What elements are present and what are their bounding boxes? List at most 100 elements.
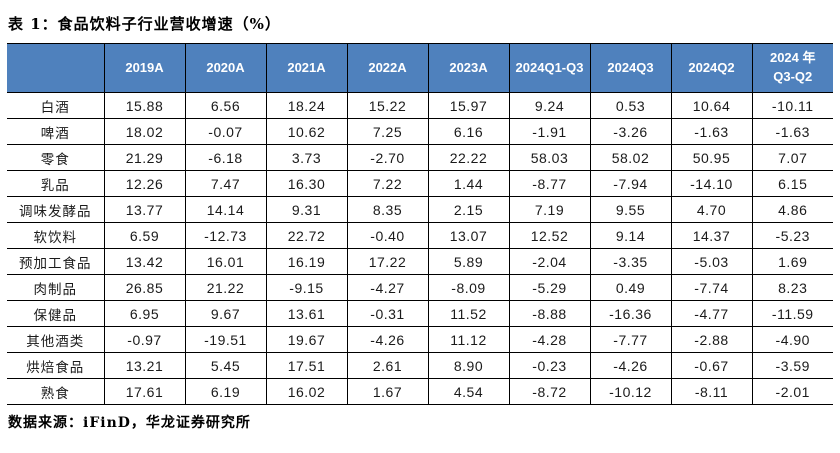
table-cell: 7.25 [346,118,429,145]
table-row: 白酒 15.88 6.56 18.24 15.22 15.97 9.24 0.5… [7,92,833,119]
table-cell: 2.15 [427,196,510,223]
table-cell: -2.01 [751,378,833,405]
table-cell: 18.24 [265,92,348,119]
column-header-2024q2: 2024Q2 [670,43,753,93]
table-row: 保健品 6.95 9.67 13.61 -0.31 11.52 -8.88 -1… [7,300,833,327]
table-cell: -4.26 [589,352,672,379]
table-row: 其他酒类 -0.97 -19.51 19.67 -4.26 11.12 -4.2… [7,326,833,353]
table-cell: 15.97 [427,92,510,119]
table-cell: 18.02 [103,118,186,145]
table-cell: -8.72 [508,378,591,405]
table-cell: -2.88 [670,326,753,353]
table-cell: -3.59 [751,352,833,379]
table-cell: 15.22 [346,92,429,119]
table-cell: -7.94 [589,170,672,197]
table-cell: -2.70 [346,144,429,171]
table-cell: 6.56 [184,92,267,119]
table-cell: 4.70 [670,196,753,223]
table-cell: 17.22 [346,248,429,275]
column-header-blank [7,43,105,93]
table-cell: 4.54 [427,378,510,405]
table-header: 2019A 2020A 2021A 2022A 2023A 2024Q1-Q3 … [7,43,833,93]
column-header-2020a: 2020A [184,43,267,93]
row-label: 肉制品 [7,274,105,301]
column-header-2024q3: 2024Q3 [589,43,672,93]
table-cell: 13.42 [103,248,186,275]
table-row: 零食 21.29 -6.18 3.73 -2.70 22.22 58.03 58… [7,144,833,171]
column-header-2024-q3-q2: 2024 年 Q3-Q2 [751,43,833,93]
table-cell: 17.51 [265,352,348,379]
table-cell: 5.45 [184,352,267,379]
table-cell: -9.15 [265,274,348,301]
table-cell: 58.02 [589,144,672,171]
table-cell: -1.63 [670,118,753,145]
table-cell: 13.61 [265,300,348,327]
table-cell: -10.11 [751,92,833,119]
row-label: 啤酒 [7,118,105,145]
table-cell: 9.67 [184,300,267,327]
table-cell: -19.51 [184,326,267,353]
table-cell: -4.27 [346,274,429,301]
table-cell: 16.30 [265,170,348,197]
table-cell: -8.88 [508,300,591,327]
table-cell: -10.12 [589,378,672,405]
row-label: 乳品 [7,170,105,197]
row-label: 保健品 [7,300,105,327]
row-label: 熟食 [7,378,105,405]
table-cell: 16.19 [265,248,348,275]
table-row: 预加工食品 13.42 16.01 16.19 17.22 5.89 -2.04… [7,248,833,275]
table-cell: 6.16 [427,118,510,145]
table-row: 软饮料 6.59 -12.73 22.72 -0.40 13.07 12.52 … [7,222,833,249]
column-header-2024q1-q3: 2024Q1-Q3 [508,43,591,93]
table-cell: 9.14 [589,222,672,249]
column-header-2021a: 2021A [265,43,348,93]
row-label: 软饮料 [7,222,105,249]
table-cell: -7.77 [589,326,672,353]
table-row: 调味发酵品 13.77 14.14 9.31 8.35 2.15 7.19 9.… [7,196,833,223]
table-cell: 8.35 [346,196,429,223]
table-cell: -0.67 [670,352,753,379]
table-cell: 13.77 [103,196,186,223]
table-cell: 8.23 [751,274,833,301]
data-source-note: 数据来源：iFinD，华龙证券研究所 [8,415,251,431]
table-cell: 17.61 [103,378,186,405]
table-cell: -0.31 [346,300,429,327]
table-row: 烘焙食品 13.21 5.45 17.51 2.61 8.90 -0.23 -4… [7,352,833,379]
table-cell: 11.12 [427,326,510,353]
table-cell: 14.37 [670,222,753,249]
table-cell: -3.26 [589,118,672,145]
table-cell: 5.89 [427,248,510,275]
table-cell: 0.53 [589,92,672,119]
table-cell: -1.63 [751,118,833,145]
table-cell: -8.11 [670,378,753,405]
table-cell: -4.90 [751,326,833,353]
table-cell: -4.28 [508,326,591,353]
table-cell: -2.04 [508,248,591,275]
table-cell: 6.59 [103,222,186,249]
row-label: 调味发酵品 [7,196,105,223]
table-cell: -3.35 [589,248,672,275]
table-cell: 50.95 [670,144,753,171]
table-cell: -0.40 [346,222,429,249]
table-cell: -12.73 [184,222,267,249]
table-cell: -6.18 [184,144,267,171]
table-cell: -8.77 [508,170,591,197]
table-cell: 15.88 [103,92,186,119]
table-cell: 14.14 [184,196,267,223]
table-cell: 0.49 [589,274,672,301]
table-cell: 1.44 [427,170,510,197]
table-cell: 1.69 [751,248,833,275]
table-cell: 1.67 [346,378,429,405]
table-cell: 19.67 [265,326,348,353]
table-body: 白酒 15.88 6.56 18.24 15.22 15.97 9.24 0.5… [7,92,833,405]
table-cell: 7.47 [184,170,267,197]
table-cell: -0.07 [184,118,267,145]
table-cell: 3.73 [265,144,348,171]
table-cell: -11.59 [751,300,833,327]
table-cell: 58.03 [508,144,591,171]
table-cell: -16.36 [589,300,672,327]
table-cell: 21.22 [184,274,267,301]
column-header-2019a: 2019A [103,43,186,93]
table-row: 肉制品 26.85 21.22 -9.15 -4.27 -8.09 -5.29 … [7,274,833,301]
table-cell: 22.72 [265,222,348,249]
